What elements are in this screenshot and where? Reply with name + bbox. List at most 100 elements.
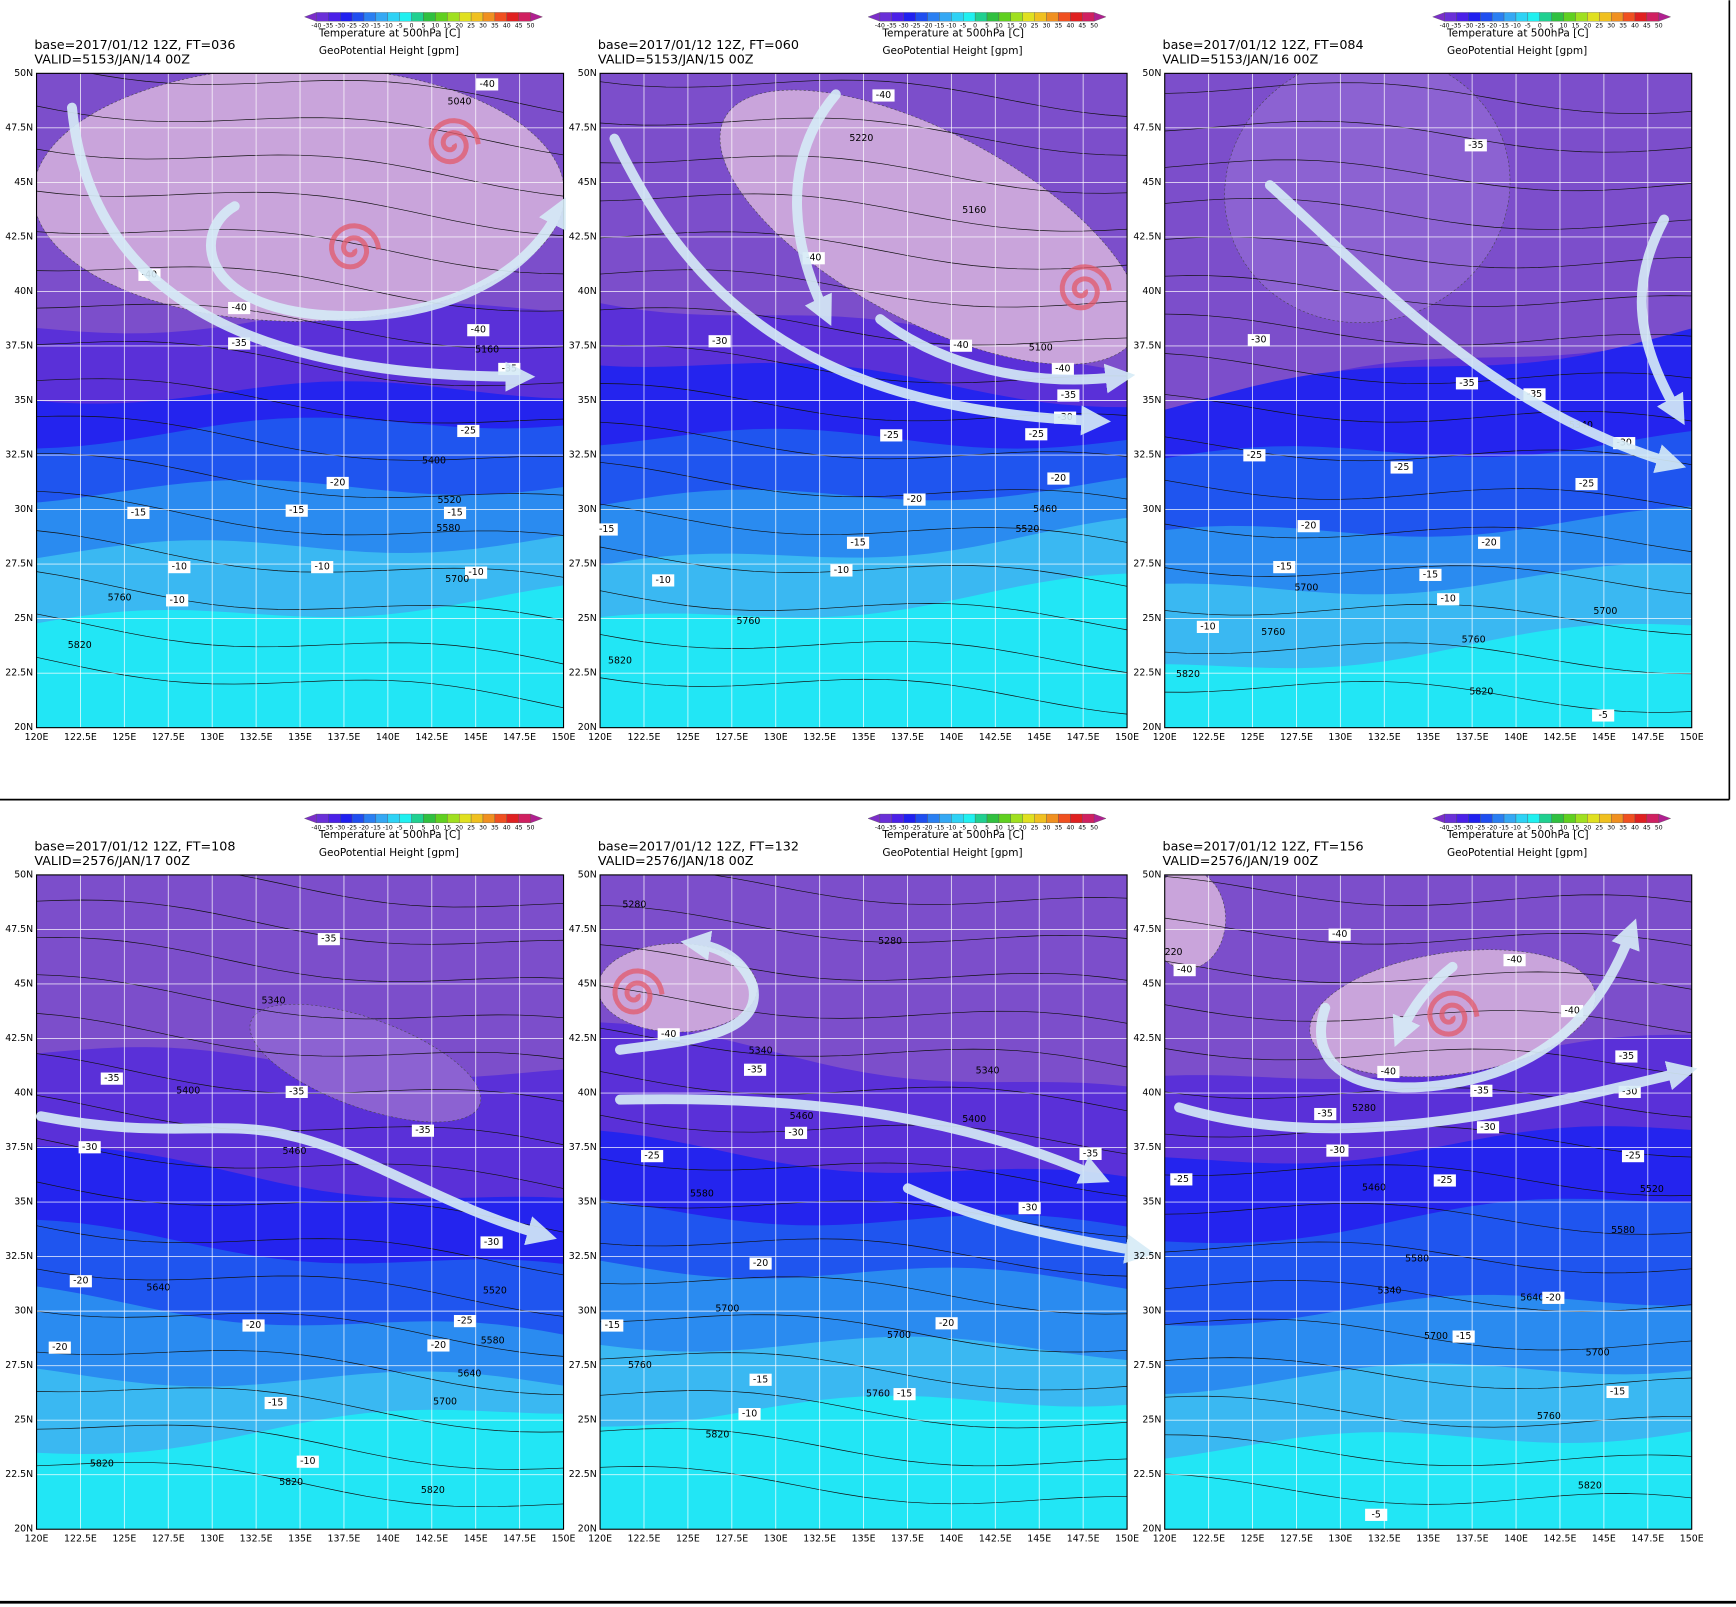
lat-tick-label: 35N (578, 395, 597, 406)
lat-tick-label: 30N (14, 504, 33, 515)
colorbar-label: -40 (311, 824, 321, 831)
lat-tick-label: 25N (578, 1415, 597, 1426)
lat-tick-label: 47.5N (1133, 122, 1161, 133)
label-box (601, 1319, 624, 1332)
lat-tick-label: 35N (1142, 1197, 1161, 1208)
colorbar-label: -35 (323, 23, 333, 30)
lat-tick-label: 40N (1142, 286, 1161, 297)
contour-label: -35 (1468, 140, 1483, 151)
colorbar-cell (1611, 813, 1624, 824)
contour-label: 5820 (1578, 1481, 1602, 1492)
contour-label: 5040 (447, 97, 471, 108)
label-box (903, 493, 926, 506)
contour-label: 5400 (962, 1114, 986, 1125)
colorbar-label: 0 (410, 23, 414, 30)
lon-tick-label: 147.5E (503, 1534, 536, 1545)
colorbar-label: -40 (1440, 824, 1450, 831)
label-box (1503, 954, 1526, 967)
label-box (1025, 428, 1048, 441)
cold-core (249, 1003, 482, 1123)
colorbar-cell (1058, 12, 1071, 22)
label-box (411, 1124, 434, 1137)
lat-tick-label: 37.5N (569, 340, 597, 351)
colorbar-label: 5 (1550, 824, 1554, 831)
lat-tick-label: 27.5N (1133, 559, 1161, 570)
colorbar-label: 30 (479, 23, 487, 30)
colorbar-cell (494, 813, 507, 824)
colorbar-cell (387, 12, 400, 22)
colorbar-label: -5 (397, 23, 403, 30)
colorbar-cell (399, 12, 412, 22)
colorbar-cell (316, 12, 329, 22)
contour-label: -30 (712, 336, 727, 347)
lat-tick-label: 32.5N (5, 450, 33, 461)
colorbar-label: -10 (946, 824, 956, 831)
contour-label: 5760 (866, 1389, 890, 1400)
lon-tick-label: 137.5E (328, 732, 361, 743)
contour-label: 5640 (1520, 1292, 1544, 1303)
lat-tick-label: 42.5N (5, 231, 33, 242)
colorbar-cell (939, 813, 952, 824)
legend-subtitle: GeoPotential Height [gpm] (882, 45, 1022, 57)
valid-label: VALID=2576/JAN/19 00Z (1163, 854, 1319, 869)
colorbar-label: -25 (347, 824, 357, 831)
colorbar-cell (1611, 12, 1624, 22)
colorbar-cell (1622, 813, 1636, 824)
colorbar-label: 25 (467, 23, 475, 30)
contour-label: -25 (1394, 462, 1409, 473)
colorbar-cell (951, 813, 964, 824)
lon-tick-label: 132.5E (803, 1534, 836, 1545)
colorbar-label: 45 (1078, 23, 1086, 30)
colorbar-label: -25 (911, 824, 921, 831)
colorbar-label: -5 (1525, 23, 1531, 30)
colorbar-cell (470, 813, 484, 824)
colorbar-cell (1539, 12, 1552, 22)
lon-tick-label: 150E (1115, 732, 1139, 743)
colorbar-label: 30 (479, 824, 487, 831)
colorbar-label: 25 (1031, 23, 1039, 30)
contour-label: -40 (471, 325, 486, 336)
colorbar-label: -30 (335, 23, 345, 30)
colorbar-cell (375, 12, 388, 22)
colorbar-label: -10 (946, 23, 956, 30)
colorbar-cell (1646, 813, 1659, 824)
contour-label: 5340 (1377, 1286, 1401, 1297)
lon-tick-label: 135E (288, 1534, 312, 1545)
colorbar-cell (1456, 12, 1469, 22)
colorbar-cell (1575, 813, 1588, 824)
colorbar-label: -30 (1463, 824, 1473, 831)
lon-tick-label: 142.5E (1544, 1534, 1577, 1545)
label-box (1173, 964, 1196, 977)
colorbar-cell (1551, 12, 1564, 22)
colorbar-label: -20 (1487, 23, 1497, 30)
lat-tick-label: 30N (1142, 504, 1161, 515)
flow-arrow (1392, 961, 1458, 1047)
contour-label: -40 (1055, 363, 1070, 374)
colorbar-label: 50 (527, 23, 535, 30)
legend-title: Temperature at 500hPa [C] (1446, 27, 1589, 39)
contour-label: -40 (1177, 965, 1192, 976)
label-box (1621, 1150, 1645, 1163)
colorbar-label: -30 (335, 824, 345, 831)
lon-tick-label: 142.5E (415, 1534, 448, 1545)
label-box (285, 504, 308, 517)
lon-tick-label: 130E (200, 732, 224, 743)
lon-tick-label: 130E (1328, 732, 1352, 743)
label-box (1057, 389, 1080, 402)
colorbar-label: 50 (1655, 23, 1663, 30)
valid-label: VALID=2576/JAN/17 00Z (34, 854, 190, 869)
flow-arrow (66, 102, 536, 392)
colorbar-label: 20 (455, 824, 463, 831)
label-box (1470, 1084, 1493, 1097)
contour-label: -10 (1200, 621, 1215, 632)
lon-tick-label: 122.5E (1192, 1534, 1225, 1545)
contour-label: 5160 (475, 345, 499, 356)
lat-tick-label: 30N (1142, 1306, 1161, 1317)
lat-tick-label: 22.5N (569, 1469, 597, 1480)
colorbar-label: -30 (899, 824, 909, 831)
base-label: base=2017/01/12 12Z, FT=108 (34, 840, 235, 855)
contour-label: 5280 (1352, 1103, 1376, 1114)
contour-label: 5220 (849, 133, 873, 144)
label-box (657, 1028, 680, 1041)
map-border (35, 72, 565, 729)
